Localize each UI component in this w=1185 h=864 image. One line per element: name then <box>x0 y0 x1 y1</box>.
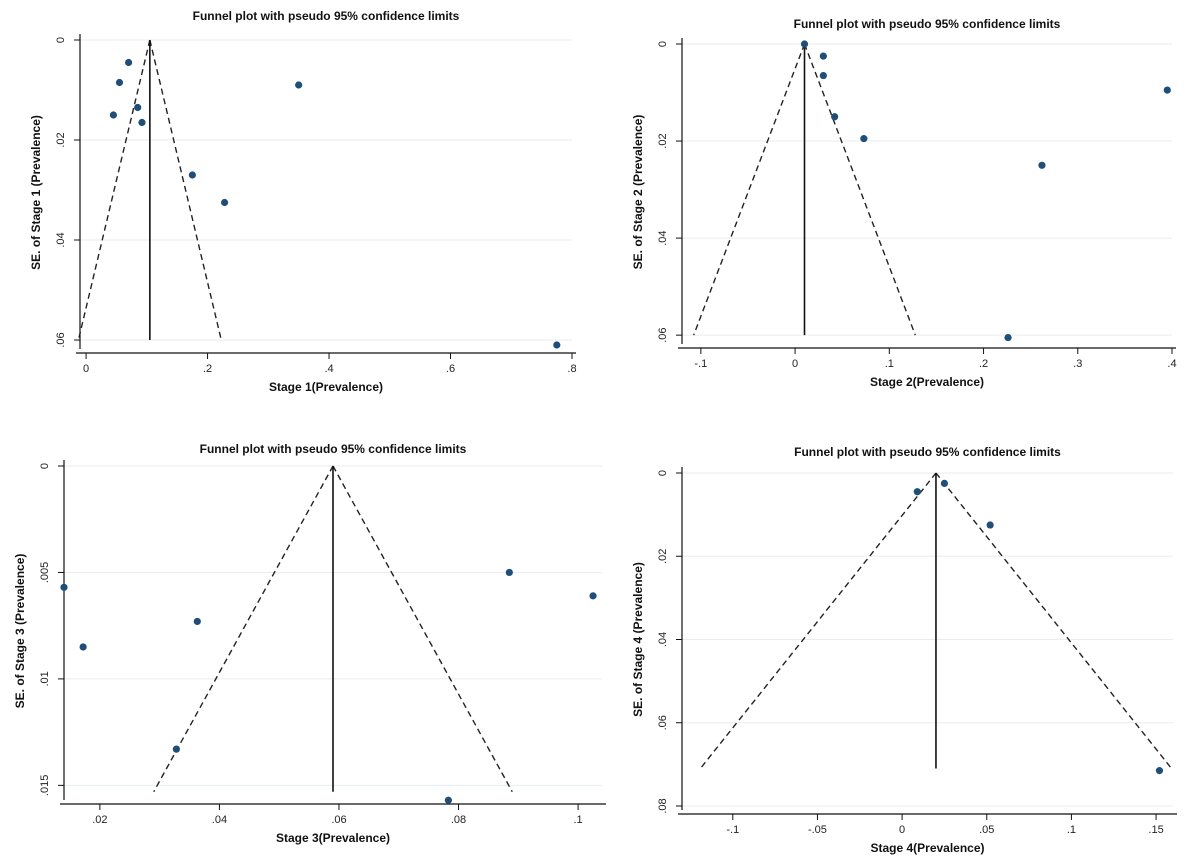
funnel-left-limit <box>693 43 806 336</box>
x-tick-label: .06 <box>331 814 346 826</box>
funnel-right-limit <box>332 465 513 793</box>
funnel-right-limit <box>935 472 1173 769</box>
x-tick-label: .1 <box>885 358 894 370</box>
data-point <box>109 111 118 119</box>
panel-stage-4: 0 .02 .04 .06 .08 -.1 -.05 0 .05 .1 .15 Funnel plot… <box>620 428 1183 864</box>
funnel-left-limit <box>153 465 334 793</box>
y-tick-label: 0 <box>657 41 669 47</box>
data-point <box>800 40 809 48</box>
data-point <box>1038 161 1046 169</box>
funnel-right-limit <box>803 43 916 336</box>
data-point <box>505 568 513 577</box>
x-tick-label: -.05 <box>808 824 827 836</box>
x-tick-label: 0 <box>792 358 798 370</box>
x-tick-label: .4 <box>1167 358 1176 370</box>
data-point <box>79 643 87 651</box>
x-tick-label: -.1 <box>694 358 707 370</box>
y-tick-label: .04 <box>657 230 669 245</box>
chart-title: Funnel plot with pseudo 95% confidence l… <box>794 445 1061 459</box>
x-tick-label: .05 <box>979 824 994 836</box>
x-axis-label: Stage 2(Prevalence) <box>870 375 984 389</box>
x-tick-label: .2 <box>979 358 988 370</box>
y-tick-label: .08 <box>657 798 669 813</box>
x-tick-label: .02 <box>92 814 107 826</box>
x-axis-label: Stage 4(Prevalence) <box>870 841 984 855</box>
x-tick-label: .1 <box>1067 824 1076 836</box>
x-tick-label: .3 <box>1073 358 1082 370</box>
y-tick-label: 0 <box>39 463 51 469</box>
chart-title: Funnel plot with pseudo 95% confidence l… <box>794 17 1061 31</box>
panel-stage-1: 0 .02 .04 .06 0 .2 .4 .6 .8 Funnel plot with pseu… <box>2 0 580 405</box>
data-point <box>295 81 303 89</box>
y-tick-label: .06 <box>657 327 669 342</box>
x-tick-label: .04 <box>212 814 227 826</box>
funnel-right-limit <box>149 39 222 341</box>
data-point <box>913 488 921 496</box>
data-point <box>115 78 124 87</box>
y-tick-label: .02 <box>55 132 67 147</box>
data-point <box>819 52 827 60</box>
data-point <box>986 521 994 529</box>
data-point <box>1004 333 1012 342</box>
x-tick-label: .1 <box>573 814 582 826</box>
funnel-plot-1: 0 .02 .04 .06 0 .2 .4 .6 .8 Funnel plot with pseu… <box>29 9 577 394</box>
y-tick-label: .06 <box>55 332 67 347</box>
data-point <box>188 171 196 179</box>
x-tick-label: 0 <box>83 363 89 375</box>
data-point <box>124 58 133 67</box>
funnel-plot-2: 0 .02 .04 .06 -.1 0 .1 .2 .3 .4 Funnel plot with p… <box>631 17 1177 389</box>
x-tick-label: .15 <box>1148 824 1163 836</box>
data-point <box>193 617 201 626</box>
x-tick-label: .4 <box>324 363 333 375</box>
y-axis-label: SE. of Stage 2 (Prevalence) <box>631 115 645 270</box>
x-tick-label: 0 <box>899 824 905 836</box>
funnel-left-limit <box>77 39 151 341</box>
y-axis-label: SE. of Stage 1 (Prevalence) <box>29 115 43 270</box>
y-tick-label: 0 <box>55 37 67 43</box>
y-tick-label: .04 <box>55 232 67 247</box>
y-axis-label: SE. of Stage 4 (Prevalence) <box>631 562 645 717</box>
data-point <box>444 796 452 804</box>
y-tick-label: .005 <box>39 562 51 583</box>
y-tick-label: .015 <box>39 775 51 796</box>
data-point <box>134 103 142 112</box>
data-point <box>220 198 229 207</box>
y-axis-label: SE. of Stage 3 (Prevalence) <box>13 554 27 709</box>
x-axis-label: Stage 3(Prevalence) <box>276 831 390 845</box>
panel-stage-2: 0 .02 .04 .06 -.1 0 .1 .2 .3 .4 Funnel plot with p… <box>620 0 1180 402</box>
data-point <box>138 118 146 127</box>
y-tick-label: .02 <box>657 133 669 148</box>
y-tick-label: 0 <box>657 470 669 476</box>
data-point <box>831 113 839 121</box>
x-tick-label: .8 <box>567 363 576 375</box>
data-point <box>940 479 949 488</box>
data-point <box>1155 767 1164 775</box>
data-point <box>60 583 68 591</box>
x-tick-label: .6 <box>446 363 455 375</box>
funnel-plot-4: 0 .02 .04 .06 .08 -.1 -.05 0 .05 .1 .15 Funnel plot… <box>631 445 1177 855</box>
data-point <box>553 341 561 349</box>
chart-title: Funnel plot with pseudo 95% confidence l… <box>193 9 460 23</box>
data-point <box>860 135 868 143</box>
chart-title: Funnel plot with pseudo 95% confidence l… <box>200 442 467 456</box>
x-tick-label: .2 <box>203 363 212 375</box>
funnel-left-limit <box>699 472 937 769</box>
x-tick-label: .08 <box>451 814 466 826</box>
y-tick-label: .04 <box>657 632 669 647</box>
x-axis-label: Stage 1(Prevalence) <box>269 380 383 394</box>
panel-stage-3: 0 .005 .01 .015 .02 .04 .06 .08 .1 Funnel plot wi… <box>2 428 612 864</box>
data-point <box>819 71 827 80</box>
data-point <box>589 592 597 600</box>
y-tick-label: .02 <box>657 549 669 564</box>
data-point <box>1163 86 1171 94</box>
y-tick-label: .06 <box>657 715 669 730</box>
data-point <box>172 745 180 753</box>
y-tick-label: .01 <box>39 671 51 686</box>
x-tick-label: -.1 <box>726 824 739 836</box>
funnel-plot-3: 0 .005 .01 .015 .02 .04 .06 .08 .1 Funnel plot wi… <box>13 442 606 845</box>
